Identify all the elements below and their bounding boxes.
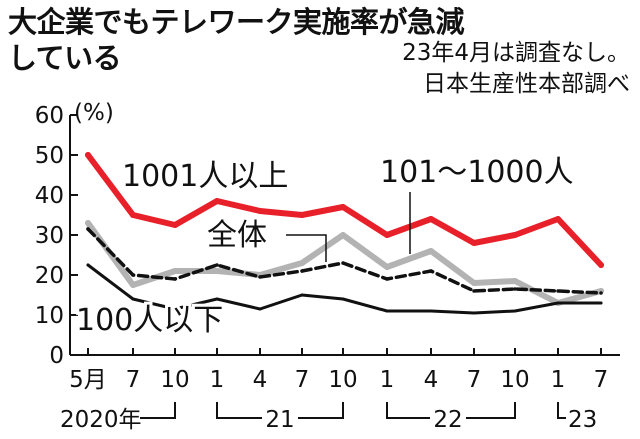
x-group-label: 2020年 [60,407,142,433]
data-point [598,262,604,268]
x-tick-label: 4 [424,367,439,393]
x-tick-label: 7 [126,367,141,393]
series-label: 1001人以上 [122,159,288,194]
data-point [214,268,220,274]
x-group-label: 23 [568,407,597,433]
data-point [173,277,177,281]
data-point [257,208,263,214]
data-point [215,297,219,301]
data-point [385,277,389,281]
data-point [130,212,136,218]
year-bracket [466,402,516,419]
data-point [556,289,560,293]
x-tick-label: 4 [253,367,268,393]
data-point [258,307,262,311]
data-point [300,269,304,273]
x-tick-label: 5月 [69,367,107,393]
year-bracket [386,402,430,419]
series-label: 101～1000人 [380,155,574,190]
data-point [299,212,305,218]
y-tick-label: 0 [49,343,64,369]
data-point [85,152,91,158]
x-group-label: 22 [433,407,462,433]
data-point [300,293,304,297]
data-point [130,282,136,288]
leader-line [286,234,327,262]
data-point [258,275,262,279]
chart-title-line1: 大企業でもテレワーク実施率が急減 [8,5,465,39]
data-point [512,278,518,284]
chart-title-line2: している [8,41,122,75]
source-note: 23年4月は調査なし。 日本生産性本部調べ [402,38,630,100]
data-point [384,232,390,238]
data-point [429,269,433,273]
data-point [428,248,434,254]
data-point [385,309,389,313]
year-bracket [216,402,262,419]
data-point [341,297,345,301]
data-point [299,260,305,266]
data-point [428,216,434,222]
y-tick-label: 30 [35,223,64,249]
data-point [214,198,220,204]
data-point [555,216,561,222]
year-bracket [557,402,566,419]
y-tick-label: 20 [35,263,64,289]
series-label: 全体 [207,218,267,253]
data-point [173,307,177,311]
data-point [86,263,90,267]
data-point [472,289,476,293]
x-tick-label: 10 [500,367,529,393]
data-point [172,222,178,228]
year-bracket [298,402,344,419]
x-tick-label: 1 [551,367,566,393]
data-point [86,227,90,231]
data-point [131,273,135,277]
series-label: 100人以下 [76,303,223,338]
data-point [340,232,346,238]
data-point [471,240,477,246]
x-group-label: 21 [265,407,294,433]
source-credit: 日本生産性本部調べ [423,71,630,97]
x-tick-label: 10 [328,367,357,393]
y-tick-label: 60 [35,103,64,129]
x-tick-label: 7 [295,367,310,393]
x-tick-label: 7 [467,367,482,393]
survey-note: 23年4月は調査なし。 [402,40,630,66]
data-point [599,291,603,295]
data-point [341,261,345,265]
data-point [340,204,346,210]
y-tick-label: 40 [35,183,64,209]
data-point [429,309,433,313]
data-point [384,264,390,270]
data-point [599,301,603,305]
data-point [85,220,91,226]
data-point [513,309,517,313]
data-point [131,297,135,301]
x-tick-label: 1 [380,367,395,393]
data-point [513,287,517,291]
y-unit-label: (%) [74,100,114,126]
x-tick-label: 7 [594,367,609,393]
x-tick-label: 10 [160,367,189,393]
y-tick-label: 10 [35,303,64,329]
data-point [172,268,178,274]
chart-title: 大企業でもテレワーク実施率が急減 している [8,4,465,76]
y-tick-label: 50 [35,143,64,169]
data-point [471,280,477,286]
year-bracket [140,402,176,419]
x-tick-label: 1 [210,367,225,393]
data-point [512,232,518,238]
data-point [215,263,219,267]
data-point [556,301,560,305]
data-point [472,311,476,315]
